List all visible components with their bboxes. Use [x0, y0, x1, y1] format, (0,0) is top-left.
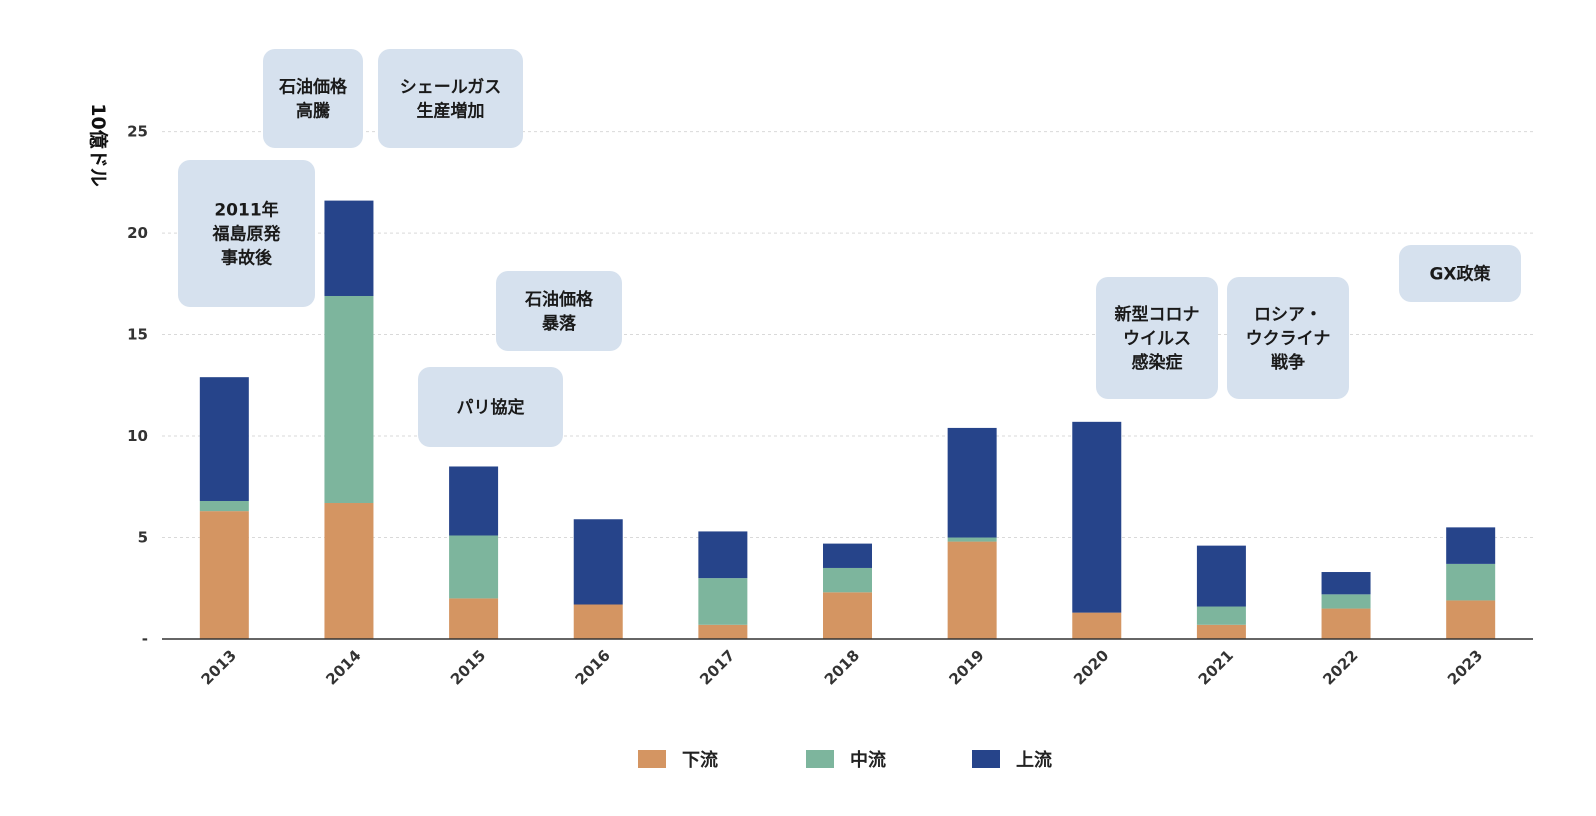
bar-2021-中流	[1196, 606, 1246, 625]
x-tick-label: 2020	[1070, 646, 1112, 688]
legend-swatch	[806, 750, 834, 768]
legend-label: 上流	[1016, 749, 1052, 771]
legend-item-上流: 上流	[972, 749, 1052, 771]
bar-2015-中流	[449, 535, 499, 599]
annotation-box	[263, 49, 363, 148]
bar-2016-下流	[573, 604, 623, 639]
y-tick-label: 25	[127, 123, 148, 141]
bar-2015-下流	[449, 598, 499, 639]
legend-swatch	[972, 750, 1000, 768]
annotation-text: 高騰	[296, 101, 331, 122]
y-tick-label: 20	[127, 224, 148, 242]
annotation-box	[178, 160, 315, 307]
annotation-text: 生産増加	[417, 101, 485, 122]
bar-2017-上流	[698, 531, 748, 579]
annotation-text: 新型コロナ	[1115, 304, 1200, 325]
bar-2017-下流	[698, 624, 748, 639]
x-tick-label: 2018	[821, 646, 863, 688]
x-tick-label: 2015	[447, 646, 489, 688]
annotation-text: 暴落	[541, 314, 577, 334]
annotation-box	[1096, 277, 1218, 399]
y-tick-label: 10	[127, 427, 148, 445]
x-tick-label: 2017	[696, 646, 738, 688]
x-tick-label: 2022	[1319, 646, 1361, 688]
annotation-text: ウクライナ	[1246, 329, 1331, 349]
legend-label: 下流	[682, 749, 718, 771]
bar-2023-中流	[1446, 563, 1496, 601]
x-tick-label: 2021	[1195, 646, 1237, 688]
bar-2018-中流	[823, 567, 872, 593]
annotation-box	[1399, 245, 1521, 302]
annotation-text: ロシア・	[1254, 305, 1322, 325]
bar-2018-下流	[823, 592, 872, 639]
bar-2019-中流	[947, 537, 997, 542]
x-tick-label: 2014	[322, 646, 364, 688]
annotation-text: 福島原発	[212, 224, 282, 245]
y-tick-label: 15	[127, 326, 148, 344]
annotation-box	[378, 49, 523, 148]
bar-2016-上流	[573, 519, 623, 605]
bar-2022-下流	[1321, 608, 1371, 639]
legend-item-中流: 中流	[806, 749, 886, 771]
bar-2019-上流	[947, 427, 997, 538]
y-tick-label: 5	[138, 529, 148, 547]
x-tick-label: 2016	[572, 646, 614, 688]
bar-2014-上流	[324, 200, 374, 296]
y-axis-ticks: - 5 10 15 20 25	[127, 123, 148, 648]
annotation-text: GX政策	[1429, 264, 1491, 285]
x-tick-label: 2023	[1444, 646, 1486, 688]
annotation-text: 石油価格	[524, 289, 594, 310]
annotation-text: 事故後	[221, 248, 273, 269]
x-axis-ticks: 2013 2014 2015 2016 2017 2018 2019 2020 2021 2022…	[198, 646, 1487, 688]
x-tick-label: 2019	[945, 646, 987, 688]
legend-item-下流: 下流	[638, 749, 718, 771]
bar-2023-上流	[1446, 527, 1496, 564]
bar-2013-上流	[199, 377, 249, 501]
annotation-box	[418, 367, 563, 447]
x-tick-label: 2013	[198, 646, 240, 688]
annotation-text: 戦争	[1271, 352, 1305, 373]
bar-2014-下流	[324, 503, 374, 639]
annotation-text: 2011年	[214, 200, 278, 221]
legend-swatch	[638, 750, 666, 768]
annotation-text: パリ協定	[457, 397, 525, 418]
bar-2021-上流	[1196, 545, 1246, 607]
bar-2013-下流	[199, 511, 249, 639]
bars	[199, 200, 1496, 639]
bar-2022-中流	[1321, 594, 1371, 609]
bar-2023-下流	[1446, 600, 1496, 639]
bar-2020-下流	[1072, 612, 1122, 639]
bar-2021-下流	[1196, 624, 1246, 639]
annotation-callout: パリ協定	[418, 367, 563, 447]
y-tick-label: -	[142, 630, 148, 648]
bar-2022-上流	[1321, 572, 1371, 595]
annotation-text: ウイルス	[1123, 329, 1191, 349]
y-axis-label: 10億ドル	[87, 103, 110, 186]
bar-2014-中流	[324, 295, 374, 504]
bar-2017-中流	[698, 578, 748, 625]
bar-2015-上流	[449, 466, 499, 536]
annotation-text: シェールガス	[400, 78, 502, 98]
annotation-text: 石油価格	[278, 77, 348, 98]
bar-2013-中流	[199, 500, 249, 512]
legend: 下流 中流 上流	[638, 749, 1052, 771]
legend-label: 中流	[850, 749, 886, 771]
bar-2018-上流	[823, 543, 872, 568]
annotation-callout: GX政策	[1399, 245, 1521, 302]
annotation-box	[1227, 277, 1349, 399]
bar-2020-上流	[1072, 421, 1122, 613]
annotation-box	[496, 271, 622, 351]
annotation-text: 感染症	[1132, 352, 1183, 373]
bar-2019-下流	[947, 541, 997, 639]
